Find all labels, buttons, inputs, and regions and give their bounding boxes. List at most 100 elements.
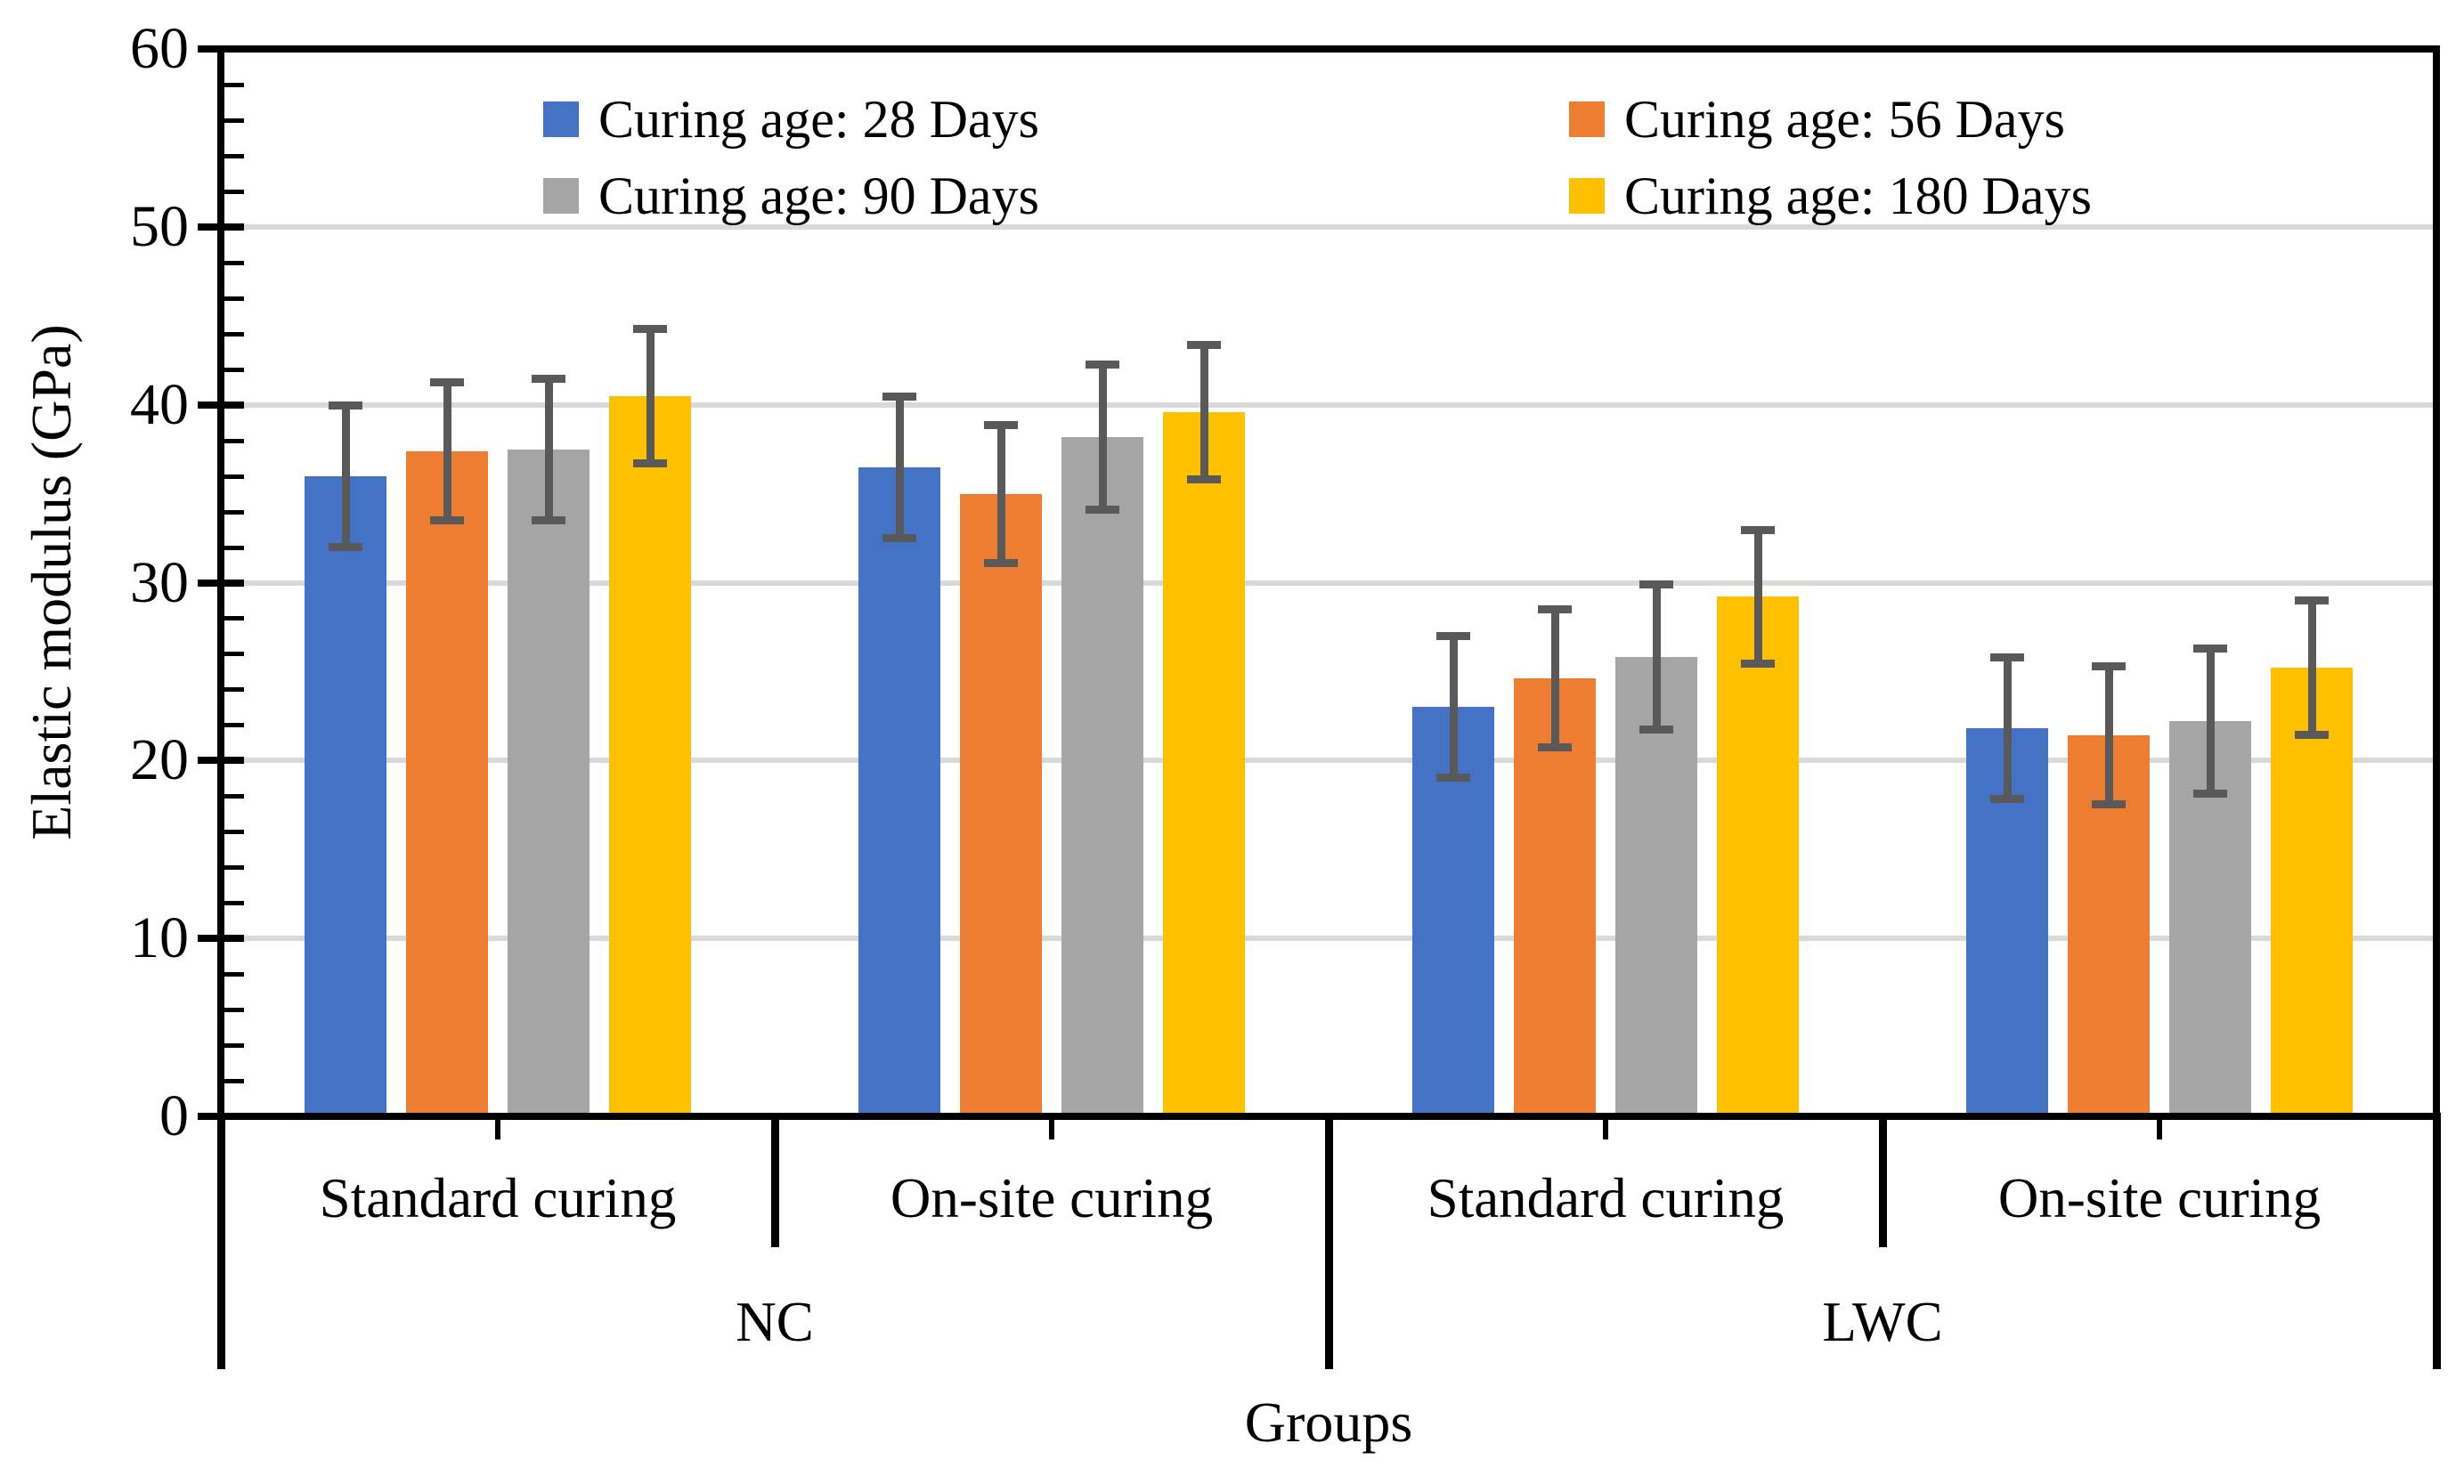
legend-label-56d: Curing age: 56 Days [1624,90,2065,149]
legend-swatch-28d [543,101,579,137]
y-minor-tick-28 [224,616,244,621]
y-minor-tick-8 [224,972,244,977]
legend-item-28d: Curing age: 28 Days [543,93,1039,146]
x-axis-line [198,1113,2440,1120]
error-stem-lwc-onsite-90d [2206,648,2215,795]
error-stem-nc-onsite-90d [1098,363,1107,510]
group-divider-0 [216,1113,225,1369]
category-tick-nc-standard [495,1120,500,1139]
error-stem-nc-onsite-180d [1199,344,1208,480]
legend-item-180d: Curing age: 180 Days [1569,169,2092,223]
y-minor-tick-18 [224,794,244,799]
legend-swatch-56d [1569,101,1605,137]
error-stem-lwc-standard-90d [1652,584,1661,731]
category-tick-lwc-standard [1603,1120,1608,1139]
gridline-20 [221,758,2436,764]
gridline-50 [221,223,2436,230]
error-cap-bottom-nc-onsite-28d [882,533,916,542]
error-cap-bottom-lwc-onsite-56d [2092,800,2126,809]
category-label-nc-onsite: On-site curing [890,1167,1214,1229]
category-label-lwc-standard: Standard curing [1427,1167,1785,1229]
y-major-tick-60 [198,45,244,53]
error-cap-top-lwc-onsite-56d [2092,662,2126,671]
error-stem-lwc-onsite-180d [2307,600,2316,736]
category-divider-3 [1878,1113,1887,1247]
error-cap-bottom-lwc-onsite-180d [2295,731,2329,740]
error-cap-top-nc-standard-180d [633,324,667,333]
error-stem-nc-onsite-28d [895,395,904,539]
error-cap-bottom-lwc-standard-56d [1538,743,1572,752]
bar-nc-onsite-90d [1061,436,1143,1116]
y-minor-tick-56 [224,118,244,123]
error-stem-nc-onsite-56d [996,424,1005,564]
y-minor-tick-36 [224,474,244,479]
y-minor-tick-54 [224,153,244,158]
y-tick-label-60: 60 [130,16,189,81]
y-minor-tick-16 [224,830,244,835]
error-cap-top-nc-standard-28d [329,401,362,410]
error-cap-bottom-nc-onsite-180d [1187,474,1221,483]
error-stem-lwc-onsite-56d [2104,666,2113,806]
legend-item-56d: Curing age: 56 Days [1569,93,2065,146]
bar-lwc-onsite-180d [2271,668,2353,1116]
category-divider-1 [770,1113,779,1247]
y-tick-label-40: 40 [130,371,189,437]
y-tick-label-30: 30 [130,549,189,615]
bar-nc-standard-56d [406,450,488,1116]
legend-swatch-90d [543,178,579,214]
y-tick-label-10: 10 [130,905,189,971]
gridline-40 [221,401,2436,408]
legend-label-90d: Curing age: 90 Days [598,166,1039,225]
y-tick-label-20: 20 [130,727,189,793]
group-divider-4 [2432,1113,2441,1369]
error-stem-nc-standard-28d [341,404,350,547]
error-stem-lwc-standard-56d [1550,609,1559,749]
bar-nc-standard-28d [305,475,386,1116]
error-cap-top-lwc-standard-180d [1741,525,1775,534]
bar-nc-onsite-56d [960,493,1042,1116]
error-cap-bottom-nc-onsite-56d [984,558,1018,567]
category-label-lwc-onsite: On-site curing [1997,1167,2322,1229]
bar-nc-standard-180d [609,395,691,1116]
error-cap-top-lwc-standard-90d [1639,580,1673,589]
category-tick-nc-onsite [1049,1120,1054,1139]
error-stem-nc-standard-180d [646,328,655,464]
group-divider-2 [1324,1113,1333,1369]
y-major-tick-40 [198,401,244,409]
error-cap-bottom-nc-standard-90d [532,515,565,524]
error-cap-bottom-lwc-standard-28d [1436,774,1470,783]
y-minor-tick-46 [224,296,244,301]
error-cap-top-nc-onsite-180d [1187,340,1221,349]
y-minor-tick-22 [224,723,244,728]
error-cap-top-lwc-standard-56d [1538,605,1572,614]
y-minor-tick-6 [224,1008,244,1013]
y-minor-tick-12 [224,901,244,906]
y-minor-tick-32 [224,545,244,550]
error-stem-lwc-standard-180d [1753,529,1762,665]
legend-label-28d: Curing age: 28 Days [598,90,1039,149]
y-minor-tick-44 [224,331,244,337]
error-cap-top-nc-onsite-90d [1086,360,1119,369]
error-cap-top-nc-onsite-28d [882,392,916,401]
y-major-tick-30 [198,579,244,587]
bar-nc-onsite-28d [858,466,940,1116]
y-minor-tick-4 [224,1043,244,1049]
error-cap-bottom-lwc-standard-90d [1639,726,1673,734]
error-cap-bottom-nc-standard-28d [329,542,362,551]
y-minor-tick-48 [224,260,244,265]
legend-item-90d: Curing age: 90 Days [543,169,1039,223]
y-minor-tick-52 [224,189,244,194]
plot-top-border [217,45,2440,53]
legend-label-180d: Curing age: 180 Days [1624,166,2092,225]
error-cap-bottom-nc-onsite-90d [1086,505,1119,514]
gridline-10 [221,936,2436,942]
category-tick-lwc-onsite [2157,1120,2162,1139]
group-label-lwc: LWC [1822,1291,1943,1353]
y-minor-tick-2 [224,1079,244,1084]
plot-right-border [2433,45,2440,1120]
group-label-nc: NC [736,1291,814,1353]
error-cap-top-lwc-standard-28d [1436,632,1470,641]
error-cap-top-nc-standard-56d [430,377,464,386]
error-cap-bottom-nc-standard-180d [633,458,667,467]
